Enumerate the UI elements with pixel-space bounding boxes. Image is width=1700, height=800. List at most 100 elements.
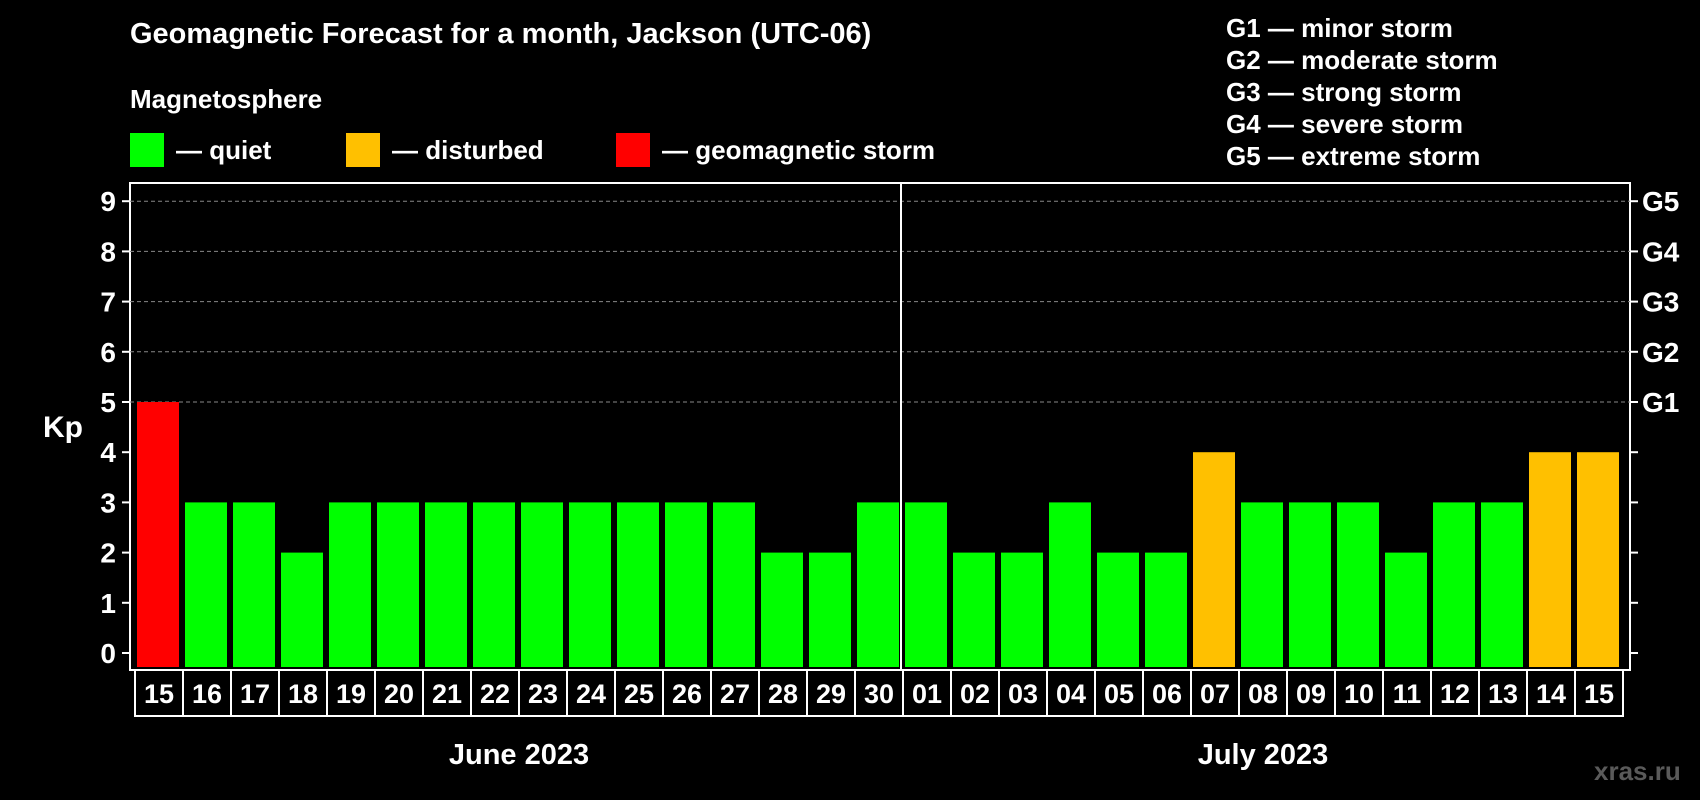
- date-label-3: 18: [288, 679, 318, 709]
- y-tick-label: 3: [100, 487, 116, 518]
- bar-22-07: [1193, 452, 1235, 667]
- date-label-4: 19: [336, 679, 366, 709]
- date-label-5: 20: [384, 679, 414, 709]
- bar-19-04: [1049, 502, 1091, 667]
- y-tick-label: 7: [100, 287, 116, 318]
- storm-level-g5: G5 — extreme storm: [1226, 141, 1481, 171]
- legend-label-storm: — geomagnetic storm: [662, 134, 936, 165]
- storm-level-g2: G2 — moderate storm: [1226, 45, 1498, 75]
- bar-27-12: [1433, 502, 1475, 667]
- bar-25-10: [1337, 502, 1379, 667]
- bar-3-18: [281, 552, 323, 667]
- bar-16-01: [905, 502, 947, 667]
- bar-30-15: [1577, 452, 1619, 667]
- date-label-8: 23: [528, 679, 558, 709]
- date-label-7: 22: [480, 679, 510, 709]
- bar-14-29: [809, 552, 851, 667]
- y-tick-label: 5: [100, 387, 116, 418]
- bar-6-21: [425, 502, 467, 667]
- bar-9-24: [569, 502, 611, 667]
- date-label-11: 26: [672, 679, 702, 709]
- bar-18-03: [1001, 552, 1043, 667]
- bar-29-14: [1529, 452, 1571, 667]
- y-tick-label: 9: [100, 186, 116, 217]
- bar-2-17: [233, 502, 275, 667]
- y-axis-label: Kp: [43, 411, 83, 444]
- date-label-9: 24: [576, 679, 606, 709]
- chart-title: Geomagnetic Forecast for a month, Jackso…: [130, 18, 872, 50]
- bar-24-09: [1289, 502, 1331, 667]
- month-label-0: June 2023: [449, 739, 589, 771]
- storm-level-g4: G4 — severe storm: [1226, 109, 1464, 139]
- date-label-10: 25: [624, 679, 654, 709]
- y-tick-label: 8: [100, 236, 116, 267]
- date-label-21: 06: [1152, 679, 1182, 709]
- bar-23-08: [1241, 502, 1283, 667]
- storm-level-g3: G3 — strong storm: [1226, 77, 1462, 107]
- storm-level-g1: G1 — minor storm: [1226, 13, 1453, 43]
- date-label-20: 05: [1104, 679, 1134, 709]
- bar-7-22: [473, 502, 515, 667]
- legend-label-quiet: — quiet: [176, 134, 272, 165]
- legend-item-storm: — geomagnetic storm: [616, 132, 935, 168]
- legend-label-disturbed: — disturbed: [392, 134, 544, 165]
- date-label-12: 27: [720, 679, 750, 709]
- legend-swatch-disturbed: [346, 133, 380, 167]
- bar-15-30: [857, 502, 899, 667]
- date-label-15: 30: [864, 679, 894, 709]
- date-label-14: 29: [816, 679, 846, 709]
- y-tick-label: 6: [100, 337, 116, 368]
- date-label-26: 11: [1393, 679, 1422, 709]
- bar-20-05: [1097, 552, 1139, 667]
- bar-8-23: [521, 502, 563, 667]
- legend-swatch-storm: [616, 133, 650, 167]
- watermark: xras.ru: [1594, 756, 1681, 786]
- bar-28-13: [1481, 502, 1523, 667]
- date-label-19: 04: [1056, 679, 1086, 709]
- bar-11-26: [665, 502, 707, 667]
- y-tick-label: 2: [100, 538, 116, 569]
- bar-21-06: [1145, 552, 1187, 667]
- date-label-27: 12: [1440, 679, 1470, 709]
- date-row-frame: [134, 669, 1624, 717]
- date-label-24: 09: [1296, 679, 1326, 709]
- storm-level-label-g5: G5: [1642, 186, 1679, 217]
- y-tick-label: 4: [100, 437, 116, 468]
- storm-level-label-g1: G1: [1642, 387, 1679, 418]
- date-label-29: 14: [1536, 679, 1566, 709]
- bar-5-20: [377, 502, 419, 667]
- date-label-23: 08: [1248, 679, 1278, 709]
- bar-12-27: [713, 502, 755, 667]
- y-tick-label: 0: [100, 638, 116, 669]
- legend-swatch-quiet: [130, 133, 164, 167]
- date-label-18: 03: [1008, 679, 1038, 709]
- legend-item-quiet: — quiet: [130, 132, 271, 168]
- month-label-1: July 2023: [1198, 739, 1329, 771]
- date-label-0: 15: [144, 679, 174, 709]
- date-label-30: 15: [1584, 679, 1614, 709]
- date-label-17: 02: [960, 679, 990, 709]
- storm-level-label-g3: G3: [1642, 287, 1679, 318]
- legend-item-disturbed: — disturbed: [346, 132, 544, 168]
- bar-26-11: [1385, 552, 1427, 667]
- legend-section-title: Magnetosphere: [130, 84, 323, 114]
- date-label-28: 13: [1488, 679, 1518, 709]
- date-label-6: 21: [432, 679, 462, 709]
- bar-4-19: [329, 502, 371, 667]
- bar-17-02: [953, 552, 995, 667]
- date-label-2: 17: [240, 679, 270, 709]
- date-label-13: 28: [768, 679, 798, 709]
- storm-level-label-g2: G2: [1642, 337, 1679, 368]
- date-label-1: 16: [192, 679, 222, 709]
- date-label-25: 10: [1344, 679, 1374, 709]
- storm-level-label-g4: G4: [1642, 236, 1680, 267]
- bar-1-16: [185, 502, 227, 667]
- storm-level-legend: G1 — minor storm G2 — moderate storm G3 …: [1226, 12, 1498, 172]
- date-label-22: 07: [1200, 679, 1230, 709]
- bar-0-15: [137, 402, 179, 667]
- date-label-16: 01: [912, 679, 942, 709]
- bar-10-25: [617, 502, 659, 667]
- y-tick-label: 1: [100, 588, 116, 619]
- bar-13-28: [761, 552, 803, 667]
